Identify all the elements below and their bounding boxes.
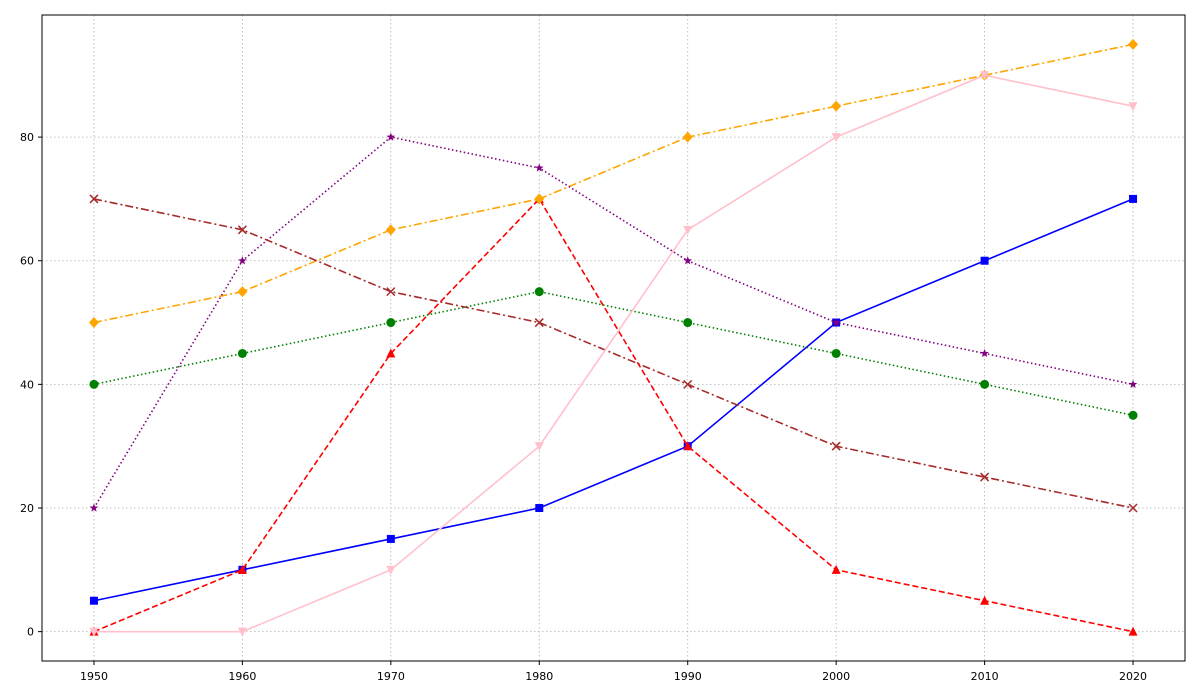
x-marker — [831, 441, 841, 451]
series-line — [93, 198, 1134, 509]
triangle-up-marker — [386, 348, 396, 358]
series-layer — [88, 38, 1139, 637]
square-marker — [535, 504, 544, 512]
x-marker — [683, 379, 693, 389]
circle-marker — [683, 318, 693, 328]
circle-marker — [831, 348, 841, 358]
circle-marker — [980, 379, 990, 389]
triangle-down-marker — [1128, 102, 1138, 112]
x-tick-label: 1950 — [80, 670, 108, 683]
circle-marker — [386, 318, 396, 328]
x-tick-label: 2020 — [1119, 670, 1147, 683]
diamond-marker — [682, 131, 693, 143]
star-marker — [386, 132, 396, 141]
star-marker — [238, 256, 247, 265]
circle-marker — [1128, 410, 1138, 420]
diamond-marker — [88, 317, 99, 329]
x-marker — [89, 194, 99, 204]
x-marker — [1128, 503, 1138, 513]
x-tick-label: 2010 — [971, 670, 999, 683]
data-series-6 — [89, 194, 1138, 513]
star-marker — [683, 256, 692, 265]
triangle-up-marker — [237, 564, 247, 574]
triangle-down-marker — [831, 133, 841, 143]
star-marker — [535, 163, 544, 172]
x-tick-label: 1990 — [674, 670, 702, 683]
star-marker — [1128, 379, 1138, 388]
x-marker — [980, 472, 990, 482]
series-line — [93, 290, 1134, 417]
plot-frame — [41, 14, 1186, 662]
series-line — [93, 136, 1134, 509]
grid-layer — [42, 15, 1185, 661]
square-marker — [89, 596, 98, 605]
series-line — [93, 43, 1134, 324]
triangle-up-marker — [980, 595, 990, 605]
star-marker — [831, 318, 841, 327]
circle-marker — [534, 287, 544, 297]
triangle-up-marker — [1128, 626, 1138, 636]
series-line — [93, 197, 1134, 633]
x-marker — [534, 318, 544, 328]
data-series-1 — [89, 194, 1138, 605]
triangle-down-marker — [386, 565, 396, 575]
x-tick-label: 2000 — [822, 670, 850, 683]
data-series-4 — [88, 38, 1139, 329]
x-marker — [386, 287, 396, 297]
axes-layer: 1950 1960 1970 1980 1990 2000 2010 2020 0 20 40 60 8… — [20, 14, 1186, 683]
x-tick-label: 1980 — [525, 670, 553, 683]
star-marker — [980, 348, 989, 358]
square-marker — [1129, 194, 1138, 203]
y-tick-label: 20 — [20, 502, 34, 515]
y-tick-label: 60 — [20, 255, 34, 268]
diamond-marker — [1128, 38, 1139, 50]
triangle-up-marker — [831, 564, 841, 574]
series-line — [93, 74, 1134, 633]
data-series-3 — [89, 287, 1138, 420]
triangle-down-marker — [534, 442, 544, 452]
y-tick-label: 80 — [20, 131, 34, 144]
data-series-7 — [89, 71, 1138, 637]
diamond-marker — [534, 193, 545, 205]
star-marker — [89, 503, 99, 512]
diamond-marker — [831, 100, 842, 112]
diamond-marker — [237, 286, 248, 298]
triangle-down-marker — [89, 627, 99, 637]
triangle-up-marker — [683, 441, 693, 451]
diamond-marker — [385, 224, 396, 236]
series-line — [93, 198, 1134, 602]
y-tick-label: 0 — [27, 626, 34, 639]
x-tick-label: 1970 — [377, 670, 405, 683]
square-marker — [386, 534, 395, 543]
triangle-down-marker — [683, 225, 693, 235]
y-tick-label: 40 — [20, 378, 34, 391]
x-marker — [237, 225, 247, 235]
circle-marker — [237, 348, 247, 358]
data-series-5 — [89, 132, 1138, 512]
circle-marker — [89, 379, 99, 389]
x-tick-label: 1960 — [228, 670, 256, 683]
triangle-down-marker — [980, 71, 990, 81]
triangle-down-marker — [237, 627, 247, 637]
square-marker — [980, 256, 989, 265]
